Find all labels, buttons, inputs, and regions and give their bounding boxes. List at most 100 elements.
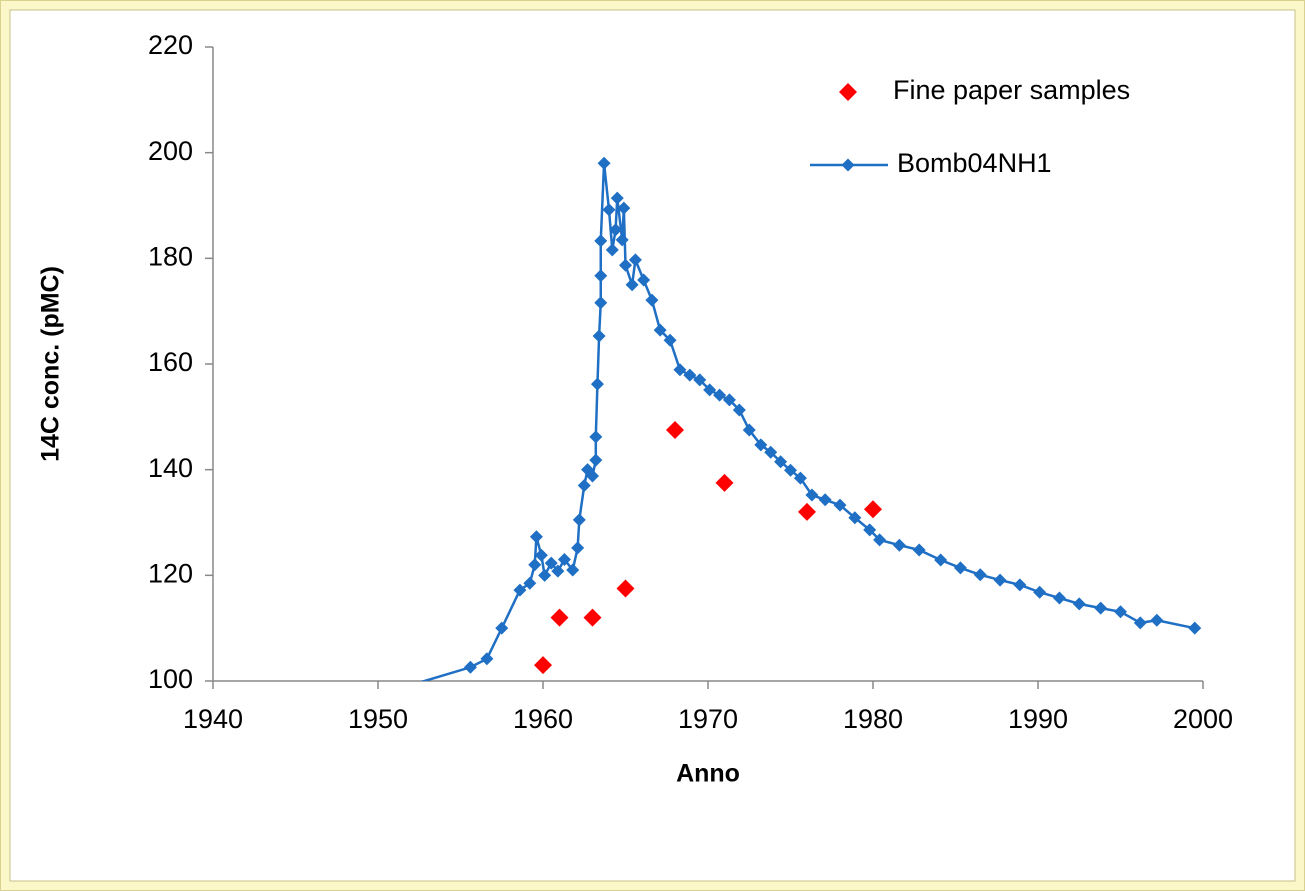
marker — [693, 373, 707, 387]
marker — [616, 579, 635, 598]
x-tick-label: 1960 — [513, 704, 573, 734]
marker — [637, 273, 651, 287]
marker — [993, 573, 1007, 587]
y-tick-label: 220 — [148, 30, 193, 60]
legend-label: Bomb04NH1 — [897, 148, 1052, 178]
x-axis-label: Anno — [676, 760, 740, 788]
y-tick-label: 120 — [148, 558, 193, 588]
marker — [673, 363, 687, 377]
marker — [892, 538, 906, 552]
y-tick-label: 100 — [148, 664, 193, 694]
marker — [764, 445, 778, 459]
marker — [754, 438, 768, 452]
marker — [586, 469, 599, 483]
marker — [1033, 585, 1047, 599]
marker — [513, 583, 527, 597]
marker — [538, 568, 552, 582]
marker — [550, 608, 569, 627]
marker — [1072, 597, 1086, 611]
marker — [912, 543, 926, 557]
marker — [732, 403, 746, 417]
marker — [615, 233, 629, 247]
x-tick-label: 1970 — [678, 704, 738, 734]
marker — [528, 558, 542, 572]
x-tick-label: 1940 — [183, 704, 243, 734]
marker — [594, 296, 608, 310]
marker — [610, 191, 624, 205]
marker — [583, 608, 602, 627]
x-tick-label: 1990 — [1008, 704, 1068, 734]
marker — [529, 530, 543, 544]
marker — [590, 377, 604, 391]
marker — [625, 278, 639, 292]
marker — [793, 471, 807, 485]
marker — [605, 243, 619, 257]
marker — [577, 479, 591, 493]
y-tick-label: 200 — [148, 136, 193, 166]
marker — [1150, 613, 1164, 627]
marker — [722, 393, 736, 407]
marker — [934, 553, 948, 567]
marker — [833, 498, 847, 512]
x-tick-label: 1980 — [843, 704, 903, 734]
marker — [589, 430, 603, 444]
marker — [873, 533, 887, 547]
marker — [523, 576, 537, 590]
marker — [572, 513, 586, 527]
chart-area — [9, 9, 1296, 882]
legend-marker — [839, 83, 857, 101]
marker — [1094, 601, 1108, 615]
marker — [1052, 591, 1066, 605]
marker — [818, 493, 832, 507]
marker — [597, 156, 611, 170]
marker — [617, 201, 631, 215]
plot — [420, 156, 1202, 681]
marker — [863, 523, 877, 537]
marker — [609, 223, 623, 237]
y-tick-label: 160 — [148, 347, 193, 377]
marker — [774, 455, 788, 469]
marker — [973, 568, 987, 582]
marker — [703, 383, 717, 397]
marker — [666, 421, 684, 440]
y-axis-label: 14C conc. (pMC) — [37, 266, 65, 462]
marker — [798, 502, 816, 521]
marker — [953, 561, 967, 575]
marker — [1188, 621, 1202, 635]
marker — [594, 269, 608, 283]
marker — [463, 660, 477, 674]
marker — [1114, 605, 1127, 619]
marker — [602, 203, 616, 217]
marker — [534, 548, 548, 562]
marker — [1133, 616, 1147, 630]
y-tick-label: 180 — [148, 241, 193, 271]
marker — [594, 234, 608, 248]
marker — [713, 388, 727, 402]
marker — [683, 368, 697, 382]
marker — [715, 473, 734, 492]
marker — [805, 488, 819, 502]
marker — [864, 500, 882, 519]
marker — [663, 333, 677, 347]
x-tick-label: 2000 — [1173, 704, 1233, 734]
legend-marker — [841, 158, 855, 172]
marker — [653, 323, 667, 337]
marker — [784, 463, 797, 477]
marker — [495, 621, 509, 635]
marker — [619, 258, 632, 272]
x-tick-label: 1950 — [348, 704, 408, 734]
marker — [645, 293, 659, 307]
marker — [480, 652, 494, 666]
marker — [1013, 578, 1027, 592]
marker — [557, 552, 571, 566]
marker — [589, 453, 603, 467]
marker — [628, 253, 642, 267]
marker — [551, 564, 565, 578]
marker — [566, 563, 580, 577]
y-tick-label: 140 — [148, 453, 193, 483]
marker — [571, 541, 585, 555]
marker — [742, 423, 756, 437]
marker — [592, 329, 606, 343]
